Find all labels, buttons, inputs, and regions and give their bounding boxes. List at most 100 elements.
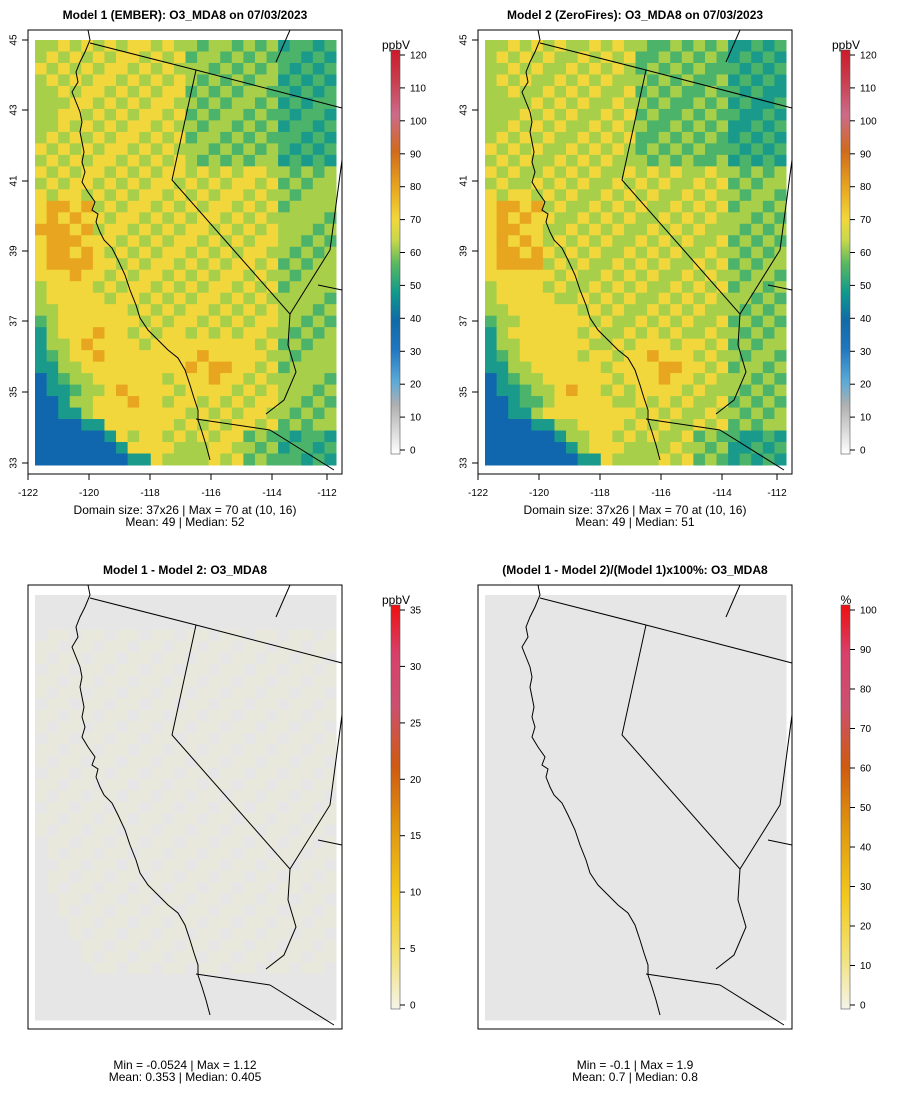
grid-cell — [197, 315, 210, 328]
grid-cell — [496, 304, 509, 317]
grid-cell — [150, 595, 163, 607]
grid-cell — [58, 143, 71, 156]
grid-cell — [485, 281, 498, 294]
grid-cell — [150, 744, 163, 757]
grid-cell — [139, 453, 152, 466]
grid-cell — [220, 62, 233, 75]
grid-cell — [508, 595, 521, 607]
grid-cell — [566, 928, 579, 941]
grid-cell — [185, 281, 198, 294]
grid-cell — [231, 928, 244, 941]
grid-cell — [577, 419, 590, 432]
grid-cell — [739, 108, 752, 121]
grid-cell — [716, 120, 729, 133]
grid-cell — [693, 663, 706, 676]
grid-cell — [762, 304, 775, 317]
grid-cell — [69, 166, 82, 179]
grid-cell — [728, 928, 741, 941]
grid-cell — [162, 292, 175, 305]
grid-cell — [623, 338, 636, 351]
grid-cell — [681, 154, 694, 167]
grid-cell — [774, 384, 787, 397]
grid-cell — [35, 663, 48, 676]
grid-cell — [485, 442, 498, 455]
grid-cell — [231, 62, 244, 75]
grid-cell — [301, 200, 314, 213]
grid-cell — [127, 732, 140, 745]
grid-cell — [35, 166, 48, 179]
grid-cell — [519, 407, 532, 420]
grid-cell — [739, 640, 752, 653]
grid-cell — [774, 606, 787, 619]
grid-cell — [162, 629, 175, 642]
grid-cell — [104, 40, 117, 52]
x-tick-label: -118 — [590, 488, 610, 499]
grid-cell — [658, 870, 671, 883]
grid-cell — [243, 154, 256, 167]
grid-cell — [716, 939, 729, 952]
grid-cell — [81, 928, 94, 941]
grid-cell — [278, 396, 291, 409]
grid-cell — [647, 595, 660, 607]
grid-cell — [519, 928, 532, 941]
grid-cell — [647, 801, 660, 814]
grid-cell — [185, 189, 198, 202]
y-tick-label: 35 — [9, 386, 20, 398]
grid-cell — [589, 974, 602, 987]
grid-cell — [716, 396, 729, 409]
grid-cell — [658, 951, 671, 964]
grid-cell — [58, 767, 71, 780]
grid-cell — [728, 951, 741, 964]
grid-cell — [658, 304, 671, 317]
grid-cell — [751, 430, 764, 443]
grid-cell — [566, 675, 579, 688]
grid-cell — [104, 997, 117, 1010]
grid-cell — [762, 40, 775, 52]
grid-cell — [278, 1008, 291, 1021]
grid-cell — [127, 281, 140, 294]
grid-cell — [127, 824, 140, 837]
grid-cell — [647, 905, 660, 918]
grid-cell — [739, 212, 752, 225]
grid-cell — [127, 962, 140, 975]
grid-cell — [46, 778, 59, 791]
grid-cell — [670, 709, 683, 722]
grid-cell — [220, 744, 233, 757]
grid-cell — [485, 338, 498, 351]
grid-cell — [197, 675, 210, 688]
grid-cell — [243, 396, 256, 409]
grid-cell — [312, 939, 325, 952]
grid-cell — [150, 652, 163, 665]
grid-cell — [542, 870, 555, 883]
grid-cell — [647, 51, 660, 64]
grid-cell — [704, 698, 718, 711]
grid-cell — [647, 407, 660, 420]
grid-cell — [185, 430, 198, 443]
grid-cell — [612, 709, 625, 722]
grid-cell — [554, 813, 567, 826]
grid-cell — [58, 396, 71, 409]
grid-cell — [81, 629, 94, 642]
grid-cell — [635, 74, 648, 87]
grid-cell — [185, 974, 198, 987]
grid-cell — [92, 51, 105, 64]
grid-cell — [185, 595, 198, 607]
grid-cell — [208, 120, 221, 133]
grid-cell — [577, 824, 590, 837]
grid-cell — [508, 824, 521, 837]
grid-cell — [197, 606, 210, 619]
grid-cell — [139, 939, 152, 952]
grid-cell — [531, 640, 544, 653]
grid-cell — [185, 732, 198, 745]
grid-cell — [762, 97, 775, 110]
grid-cell — [127, 85, 140, 98]
grid-cell — [208, 962, 221, 975]
grid-cell — [197, 85, 210, 98]
grid-cell — [762, 154, 775, 167]
grid-cell — [704, 905, 718, 918]
grid-cell — [46, 292, 59, 305]
grid-cell — [716, 778, 729, 791]
grid-cell — [600, 640, 613, 653]
grid-cell — [577, 108, 590, 121]
grid-cell — [324, 327, 337, 340]
